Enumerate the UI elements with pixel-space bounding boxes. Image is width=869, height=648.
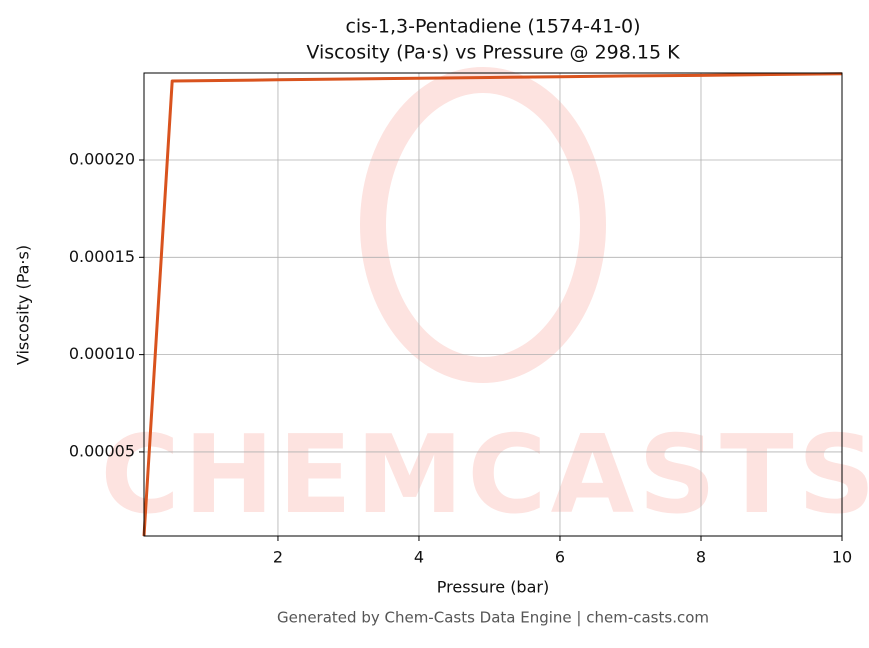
x-tick-label: 8 [696, 548, 706, 567]
x-tick-label: 10 [832, 548, 852, 567]
x-tick-label: 2 [273, 548, 283, 567]
x-axis-label: Pressure (bar) [437, 578, 549, 597]
chart-title: cis-1,3-Pentadiene (1574-41-0) [345, 16, 640, 38]
y-tick-label: 0.00020 [69, 149, 135, 168]
y-axis-label: Viscosity (Pa·s) [14, 245, 33, 365]
watermark: CHEMCASTS [101, 413, 869, 538]
watermark-logo [360, 67, 606, 383]
y-tick-label: 0.00010 [69, 344, 135, 363]
footer: Generated by Chem-Casts Data Engine | ch… [277, 609, 709, 627]
plot-frame [143, 72, 843, 537]
y-tick-label: 0.00015 [69, 247, 135, 266]
x-tick-label: 6 [555, 548, 565, 567]
line [142, 72, 843, 537]
chart-subtitle: Viscosity (Pa·s) vs Pressure @ 298.15 K [306, 42, 680, 64]
x-tick-label: 4 [414, 548, 424, 567]
y-tick-label: 0.00005 [69, 441, 135, 460]
